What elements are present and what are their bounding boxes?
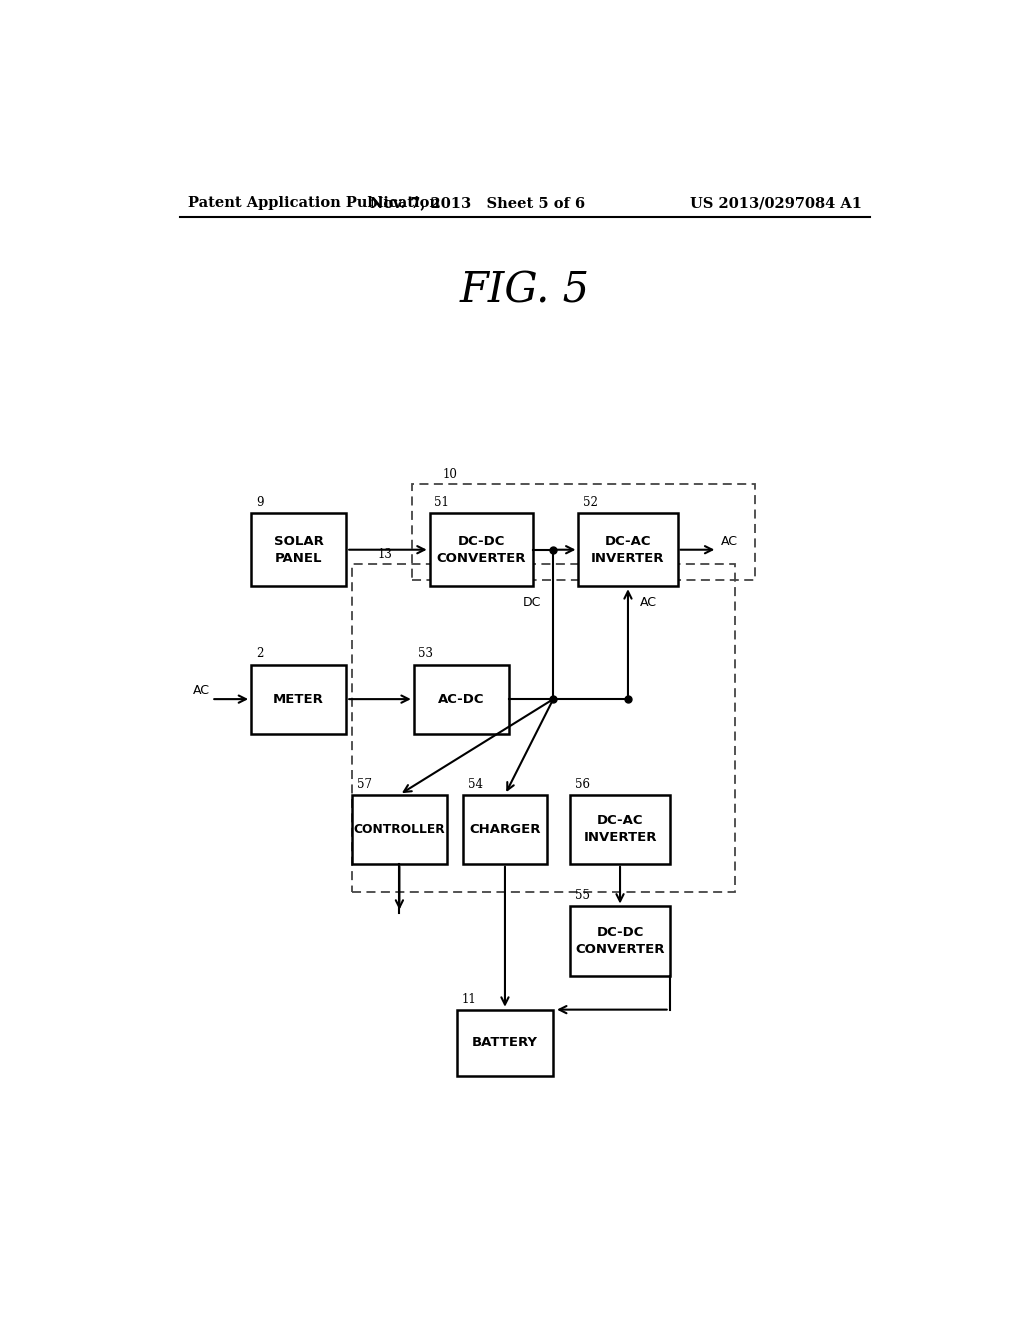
Text: 9: 9 xyxy=(256,496,263,510)
Text: BATTERY: BATTERY xyxy=(472,1036,538,1049)
Text: US 2013/0297084 A1: US 2013/0297084 A1 xyxy=(690,197,862,210)
Text: SOLAR
PANEL: SOLAR PANEL xyxy=(273,535,324,565)
Text: 54: 54 xyxy=(468,777,483,791)
Text: 57: 57 xyxy=(356,777,372,791)
Bar xyxy=(251,664,346,734)
Bar xyxy=(412,483,755,581)
Text: 51: 51 xyxy=(434,496,450,510)
Text: 53: 53 xyxy=(419,647,433,660)
Text: 56: 56 xyxy=(575,777,590,791)
Bar xyxy=(251,513,346,586)
Text: CONTROLLER: CONTROLLER xyxy=(353,822,445,836)
Text: AC-DC: AC-DC xyxy=(438,693,484,706)
Text: DC: DC xyxy=(523,595,542,609)
Bar xyxy=(430,513,532,586)
Bar xyxy=(570,907,670,975)
Text: AC: AC xyxy=(640,595,656,609)
Bar xyxy=(579,513,678,586)
Text: 52: 52 xyxy=(583,496,598,510)
Text: AC: AC xyxy=(721,535,737,548)
Text: Nov. 7, 2013   Sheet 5 of 6: Nov. 7, 2013 Sheet 5 of 6 xyxy=(370,197,585,210)
Text: DC-AC
INVERTER: DC-AC INVERTER xyxy=(584,814,656,845)
Text: 11: 11 xyxy=(462,993,477,1006)
Text: DC-DC
CONVERTER: DC-DC CONVERTER xyxy=(575,927,665,956)
Bar xyxy=(458,1010,553,1076)
Bar xyxy=(352,564,735,892)
Bar xyxy=(570,795,670,863)
Text: METER: METER xyxy=(273,693,324,706)
Text: 55: 55 xyxy=(575,890,590,903)
Text: DC-AC
INVERTER: DC-AC INVERTER xyxy=(591,535,665,565)
Text: DC-DC
CONVERTER: DC-DC CONVERTER xyxy=(436,535,526,565)
Text: Patent Application Publication: Patent Application Publication xyxy=(187,197,439,210)
Text: CHARGER: CHARGER xyxy=(469,822,541,836)
Text: 10: 10 xyxy=(442,467,457,480)
Text: FIG. 5: FIG. 5 xyxy=(460,269,590,312)
Bar xyxy=(352,795,447,863)
Bar xyxy=(463,795,547,863)
Bar xyxy=(414,664,509,734)
Text: 13: 13 xyxy=(377,548,392,561)
Text: 2: 2 xyxy=(256,647,263,660)
Text: AC: AC xyxy=(194,684,210,697)
